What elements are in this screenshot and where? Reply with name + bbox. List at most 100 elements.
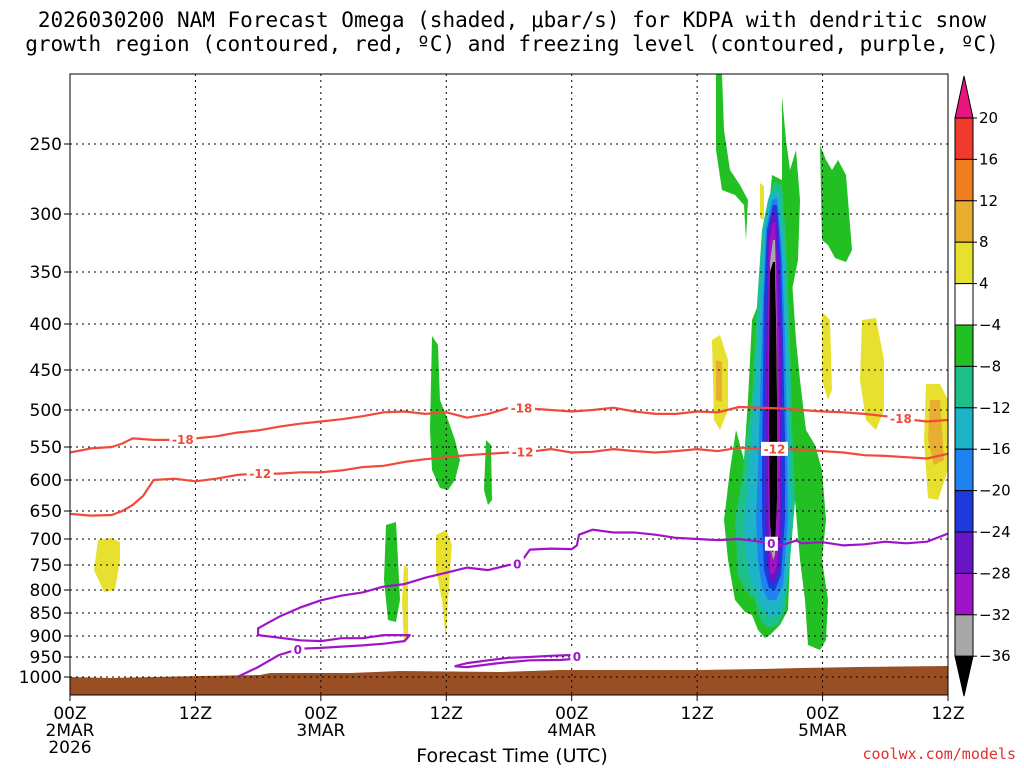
y-tick-label: 450 (30, 361, 62, 381)
x-tick-label: 00Z (304, 704, 337, 724)
omega-green-small-3 (384, 522, 400, 622)
colorbar-box (954, 490, 974, 533)
colorbar-box (954, 283, 974, 326)
contour-label-bg (291, 642, 305, 657)
y-tick-label: 600 (30, 471, 62, 491)
contour-label: -12 (512, 446, 534, 460)
y-tick-label: 400 (30, 315, 62, 335)
colorbar-box (954, 407, 974, 450)
x-tick-label: 12Z (430, 704, 463, 724)
terrain (70, 666, 948, 695)
contour-line (70, 446, 948, 517)
contour-label-bg (169, 432, 197, 447)
x-tick-label: 3MAR (296, 721, 345, 741)
colorbar-label: −36 (979, 647, 1011, 665)
x-tick-label: 5MAR (798, 721, 847, 741)
x-tick-label: 00Z (53, 704, 86, 724)
omega-green-small-2 (484, 440, 492, 505)
contour-label-bg (764, 536, 778, 551)
colorbar-box (954, 158, 974, 202)
contour-labels: -18 -18 -18 -12 -12 -12 0 0 0 0 (169, 401, 915, 664)
contour-label-bg (246, 466, 274, 481)
colorbar-box (954, 448, 974, 492)
contour-label: -18 (511, 402, 533, 416)
y-tick-label: 950 (30, 648, 62, 668)
contour-label: 0 (513, 558, 521, 572)
contour-label-bg (887, 411, 915, 426)
colorbar-label: 20 (979, 109, 998, 127)
y-tick-label: 550 (30, 438, 62, 458)
grid (70, 74, 948, 695)
y-tick-label: 800 (30, 581, 62, 601)
y-tick-label: 250 (30, 135, 62, 155)
x-axis-title: Forecast Time (UTC) (416, 745, 608, 767)
y-tick-label: 750 (30, 556, 62, 576)
x-tick-label: 00Z (555, 704, 588, 724)
y-tick-label: 1000 (19, 668, 62, 688)
y-tick-label: 850 (30, 604, 62, 624)
chart-title-line2: growth region (contoured, red, ºC) and f… (25, 32, 999, 56)
colorbar-box (954, 117, 974, 160)
contour-label: 0 (767, 537, 775, 551)
y-tick-label: 700 (30, 530, 62, 550)
contour-label: 0 (294, 643, 302, 657)
omega-yellow-2 (402, 565, 408, 642)
contour-label: 0 (573, 650, 581, 664)
colorbar-label: 16 (979, 150, 998, 168)
omega-yellow-5 (822, 312, 832, 400)
plot-frame (69, 73, 949, 696)
contour-label-bg (509, 445, 537, 460)
omega-yellow-8 (760, 183, 764, 220)
contour-label-bg (508, 401, 536, 416)
y-tick-label: 300 (30, 205, 62, 225)
colorbar-box (954, 531, 974, 574)
y-axis: 250 300 350 400 450 500 550 600 650 700 750 800 850 9… (19, 135, 70, 688)
colorbar-box (954, 200, 974, 243)
colorbar-label: 8 (979, 233, 989, 251)
x-tick-label: 12Z (931, 704, 964, 724)
y-tick-label: 900 (30, 627, 62, 647)
colorbar-box (954, 572, 974, 616)
contour-label: -18 (890, 412, 912, 426)
contour-label-bg (510, 557, 524, 572)
x-tick-label: 12Z (179, 704, 212, 724)
omega-orange-2 (928, 400, 944, 465)
omega-yellow-3 (436, 530, 452, 640)
y-tick-label: 650 (30, 502, 62, 522)
contours (70, 405, 948, 678)
colorbar-label: 4 (979, 275, 989, 293)
colorbar-label: −4 (979, 316, 1001, 334)
colorbar-label: 12 (979, 192, 998, 210)
omega-black-core (769, 262, 777, 552)
omega-orange-1 (716, 360, 722, 402)
y-tick-label: 350 (30, 263, 62, 283)
colorbar-label: −32 (979, 606, 1011, 624)
x-tick-label: 4MAR (547, 721, 596, 741)
omega-green-upper-3 (820, 145, 852, 262)
colorbar-label: −24 (979, 523, 1011, 541)
colorbar-label: −12 (979, 399, 1011, 417)
colorbar-label: −28 (979, 564, 1011, 582)
omega-green-upper-1 (716, 74, 748, 240)
contour-label-bg (760, 441, 788, 456)
contour-label: -12 (249, 467, 271, 481)
contour-label: -18 (172, 433, 194, 447)
x-tick-label: 12Z (681, 704, 714, 724)
colorbar-top-arrow (954, 75, 974, 119)
colorbar-box (954, 365, 974, 409)
contour-label: -12 (764, 442, 786, 456)
chart-title-line1: 2026030200 NAM Forecast Omega (shaded, μ… (37, 8, 987, 32)
colorbar-box (954, 614, 974, 657)
colorbar-label: −16 (979, 440, 1011, 458)
colorbar-label: −20 (979, 482, 1011, 500)
contour-line (236, 528, 948, 678)
omega-shading (70, 74, 948, 695)
colorbar-label: −8 (979, 357, 1001, 375)
credit-text: coolwx.com/models (862, 745, 1016, 763)
x-tick-label: 00Z (806, 704, 839, 724)
colorbar-box (954, 324, 974, 367)
contour-label-bg (570, 649, 584, 664)
omega-yellow-6 (860, 318, 884, 430)
